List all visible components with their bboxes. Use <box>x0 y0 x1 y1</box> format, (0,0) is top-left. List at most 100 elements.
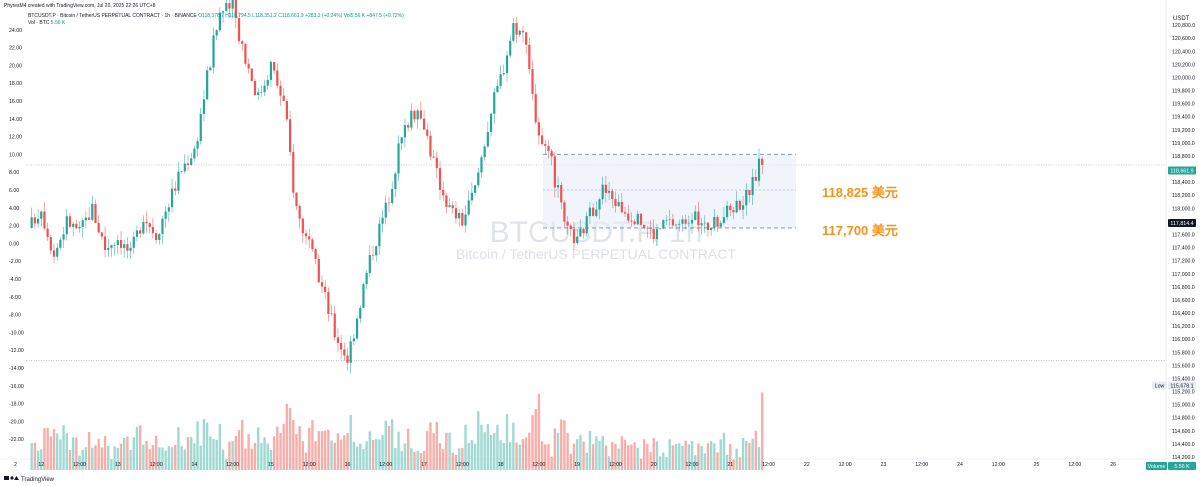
price-axis-tick: 115,800.0 <box>1172 350 1195 356</box>
candle-body <box>333 313 336 338</box>
volume-bar <box>633 442 636 470</box>
candle <box>470 182 474 205</box>
candle-body <box>91 204 94 220</box>
volume-bar <box>387 425 391 470</box>
candle-body <box>652 229 655 239</box>
candle <box>340 334 343 360</box>
left-axis-tick: -4.00 <box>9 277 21 283</box>
volume-bar <box>129 449 132 470</box>
volume-bar <box>642 439 646 470</box>
volume-bar <box>524 437 528 470</box>
volume-bar <box>649 452 652 470</box>
volume-bar <box>748 443 751 470</box>
candle-body <box>665 219 668 221</box>
volume-bar <box>550 456 553 470</box>
volume-bar <box>301 441 305 470</box>
candle <box>493 87 496 124</box>
candle-body <box>540 135 544 145</box>
candle-body <box>88 217 91 220</box>
volume-bar <box>151 445 155 470</box>
volume-bar <box>202 419 206 470</box>
candle-body <box>387 202 391 204</box>
time-axis-tick: 18 <box>498 462 504 468</box>
volume-bar <box>620 436 624 470</box>
volume-bar <box>735 448 738 470</box>
candle <box>132 231 135 255</box>
volume-bar <box>308 427 311 470</box>
candle <box>56 243 59 261</box>
candle <box>394 171 397 197</box>
candle <box>391 181 394 206</box>
low-label-badge <box>1152 381 1167 390</box>
candle <box>221 10 225 23</box>
candle <box>151 218 155 239</box>
candle <box>454 201 458 224</box>
candle-body <box>199 113 202 142</box>
volume-bar <box>247 434 250 470</box>
header-symbol: BTCUSDT.P · Bitcoin / TetherUS PERPETUAL… <box>28 13 404 19</box>
candle-body <box>336 337 340 343</box>
candle <box>544 139 547 156</box>
candle-body <box>757 158 761 181</box>
volume-bar <box>445 432 448 470</box>
price-axis-tick: 115,000.0 <box>1172 403 1195 409</box>
volume-bar <box>327 429 330 470</box>
time-axis-tick: 12:00 <box>303 462 316 468</box>
volume-bar <box>161 447 164 470</box>
candle-body <box>595 209 598 216</box>
volume-bar <box>461 447 464 470</box>
volume-bar <box>732 459 735 470</box>
volume-bar <box>355 446 359 470</box>
time-axis-tick: 12:00 <box>1068 462 1081 468</box>
candle-body <box>167 207 170 212</box>
candle <box>91 195 94 221</box>
candle-body <box>352 338 355 342</box>
candle-body <box>375 246 378 256</box>
candle <box>330 304 333 316</box>
candle-body <box>132 236 135 248</box>
volume-bar <box>703 453 706 470</box>
candle <box>671 213 674 227</box>
volume-bar <box>508 442 512 470</box>
left-axis-tick: 18.00 <box>9 81 22 87</box>
candle <box>52 243 56 263</box>
left-axis-tick: -8.00 <box>9 313 21 319</box>
volume-bar <box>189 437 193 470</box>
candle-body <box>209 67 212 71</box>
candle-body <box>407 125 410 128</box>
price-axis-tick: 117,000.0 <box>1172 272 1195 278</box>
candle-body <box>432 156 435 158</box>
volume-bar <box>113 446 116 470</box>
top-watermark: PhyresM4 created with TradingView.com, J… <box>4 3 156 9</box>
candle-body <box>550 150 553 157</box>
volume-bar <box>110 459 113 470</box>
candle <box>579 219 582 237</box>
price-axis-tick: 119,000.0 <box>1172 141 1195 147</box>
candle-body <box>237 18 241 42</box>
candle-body <box>94 204 97 223</box>
price-axis-tick: 115,600.0 <box>1172 363 1195 369</box>
candle <box>726 200 729 221</box>
volume-bar <box>317 431 320 470</box>
candle <box>215 29 218 41</box>
volume-bar <box>33 442 37 470</box>
candle-body <box>62 234 65 240</box>
candle-body <box>378 223 381 247</box>
price-axis-tick: 117,200.0 <box>1172 259 1195 265</box>
volume-bar <box>142 444 145 470</box>
volume-bar <box>658 456 662 470</box>
candle <box>119 231 123 255</box>
candle <box>113 242 116 256</box>
volume-bar <box>582 441 585 470</box>
candle <box>308 229 311 248</box>
candle-body <box>308 236 311 240</box>
volume-bar <box>174 445 177 470</box>
candle <box>193 145 196 162</box>
candle-body <box>228 2 231 9</box>
candle-body <box>741 205 745 210</box>
volume-bar <box>209 436 212 470</box>
time-axis-tick: 26 <box>1110 462 1116 468</box>
volume-bar <box>221 449 225 470</box>
candle-body <box>250 68 253 81</box>
